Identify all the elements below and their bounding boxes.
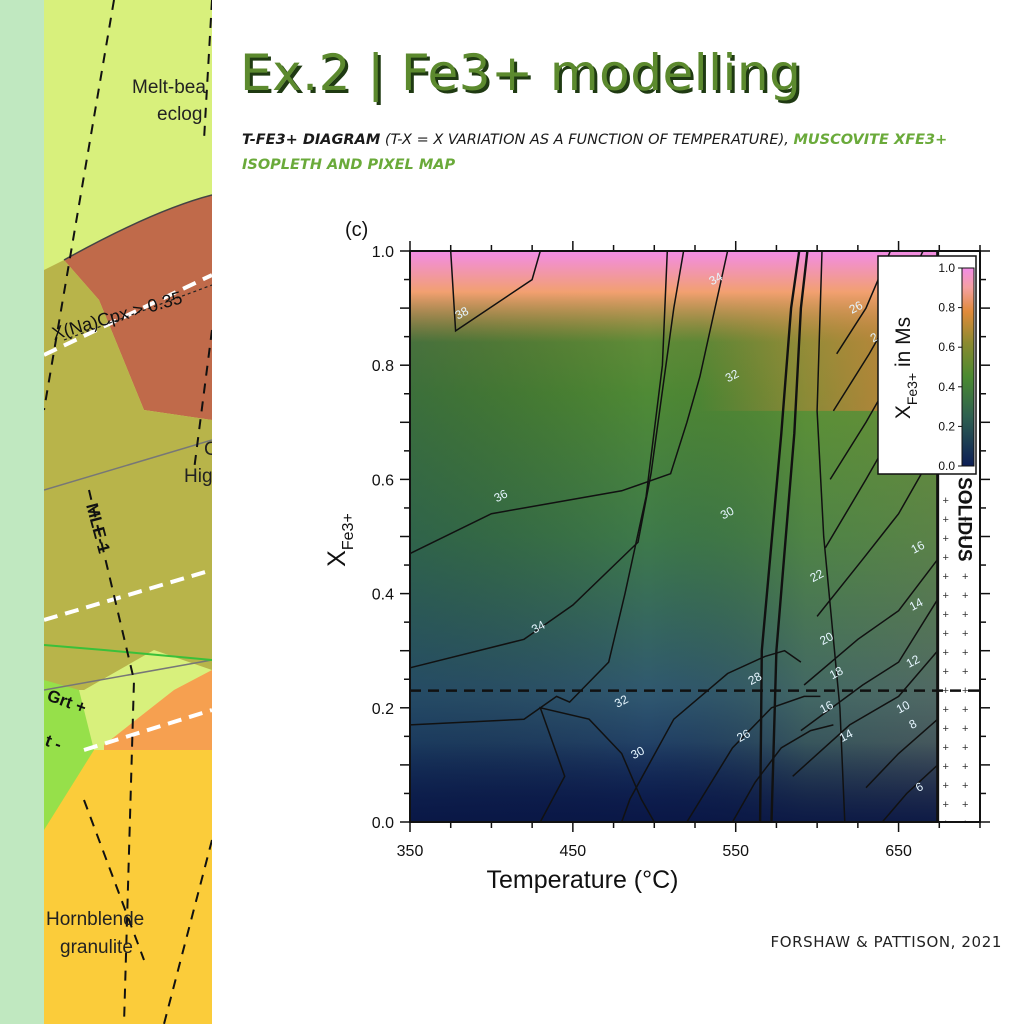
isopleth-label: 22 <box>808 566 827 585</box>
isopleth-line <box>881 764 939 823</box>
isopleth-label: 28 <box>746 669 765 688</box>
isopleth-label: 16 <box>909 538 928 557</box>
x-tick-label: 550 <box>722 843 749 860</box>
isopleth-label: 30 <box>718 503 737 522</box>
map-label-hig: Hig <box>184 466 212 487</box>
t-x-fe3-chart: + SOLIDUS 383634323034323028262624222018… <box>323 219 990 894</box>
isopleth-label: 32 <box>723 366 742 385</box>
melt-field-pattern <box>939 490 978 822</box>
y-tick-label: 0.4 <box>372 587 394 604</box>
colorbar-title-suffix: in Ms <box>892 317 915 373</box>
subtitle-description: (T-X = X VARIATION AS A FUNCTION OF TEMP… <box>380 132 794 148</box>
isopleth-label: 38 <box>453 304 472 323</box>
citation: FORSHAW & PATTISON, 2021 <box>770 933 1002 951</box>
colorbar-title-sub: Fe3+ <box>904 373 920 405</box>
colorbar-tick-label: 0.6 <box>938 340 955 354</box>
isopleth-line <box>539 706 655 823</box>
isopleth-line <box>409 250 669 726</box>
heatmap-low-fe3-band <box>410 742 938 822</box>
y-tick-label: 0.8 <box>372 358 394 375</box>
left-accent-strip <box>0 0 44 1024</box>
isopleth-label: 30 <box>628 743 647 762</box>
y-tick-label: 0.0 <box>372 815 394 832</box>
isopleth-label: 26 <box>847 298 866 317</box>
isopleth-label: 36 <box>492 486 511 505</box>
isopleth-line <box>792 650 939 777</box>
y-tick-label: 0.2 <box>372 701 394 718</box>
map-region-green <box>44 680 94 830</box>
colorbar-gradient <box>961 267 975 467</box>
colorbar-title: XFe3+ in Ms <box>892 317 920 419</box>
heatmap-high-fe3-band <box>410 251 938 343</box>
map-label-melt: Melt-bea <box>132 77 206 98</box>
panel-label: (c) <box>345 219 368 241</box>
y-tick-label: 1.0 <box>372 244 394 261</box>
slide-subtitle: T-FE3+ DIAGRAM (T-X = X VARIATION AS A F… <box>242 128 1012 178</box>
map-region-brown <box>64 195 212 420</box>
subtitle-diagram-type: T-FE3+ DIAGRAM <box>242 132 381 148</box>
map-label-hornblende: Hornblende <box>46 909 144 930</box>
isopleth-label: 32 <box>612 692 631 711</box>
isopleth-line <box>449 250 542 333</box>
isopleth-label: 16 <box>817 698 836 717</box>
x-axis-label: Temperature (°C) <box>487 866 679 894</box>
isopleth-label: 34 <box>529 618 548 637</box>
y-axis-label-main: X <box>323 550 351 567</box>
isopleth-line <box>816 250 846 823</box>
colorbar-tick-label: 0.0 <box>938 459 955 473</box>
isopleth-line <box>803 558 939 686</box>
isopleth-line <box>816 444 939 617</box>
isopleth-line <box>731 724 834 823</box>
map-label-eclog: eclog <box>157 104 202 125</box>
map-label-c: C <box>204 439 212 460</box>
colorbar-tick-label: 1.0 <box>938 261 955 275</box>
map-region-orange <box>104 670 212 750</box>
map-label-t: t - <box>44 731 64 754</box>
subtitle-highlight: MUSCOVITE XFE3+ ISOPLETH AND PIXEL MAP <box>242 132 948 173</box>
isopleth-label: 18 <box>827 663 846 682</box>
isopleth-label: 34 <box>707 269 726 288</box>
isopleth-line <box>409 250 729 555</box>
x-tick-label: 350 <box>397 843 424 860</box>
colorbar-tick-label: 0.4 <box>938 380 955 394</box>
y-axis-label-sub: Fe3+ <box>340 513 357 550</box>
isopleth-line <box>865 718 939 789</box>
isopleth-line <box>686 695 821 823</box>
isopleth-label: 26 <box>734 726 753 745</box>
isopleth-label: 14 <box>837 726 856 745</box>
colorbar-tick-label: 0.8 <box>938 301 955 315</box>
slide-title: Ex.2 | Fe3+ modelling <box>240 44 802 102</box>
isopleth-label: 14 <box>907 595 926 614</box>
x-tick-label: 450 <box>560 843 587 860</box>
x-tick-label: 650 <box>885 843 912 860</box>
y-tick-label: 0.6 <box>372 472 394 489</box>
isopleth-line <box>620 649 802 823</box>
map-region-olive <box>44 260 212 690</box>
solidus-label: SOLIDUS <box>954 477 975 561</box>
colorbar-tick-label: 0.2 <box>938 419 955 433</box>
colorbar-title-main: X <box>892 405 915 419</box>
map-label-granulite: granulite <box>60 937 133 958</box>
isopleth-line <box>770 250 809 823</box>
background-phase-diagram: Melt-bea eclog X(Na)Cpx > 0.35 MLE-1 C H… <box>44 0 212 1024</box>
isopleth-label: 12 <box>904 652 923 671</box>
y-axis-label: XFe3+ <box>323 513 357 567</box>
isopleth-line <box>409 250 685 669</box>
isopleth-label: 10 <box>894 698 913 717</box>
colorbar-box <box>877 255 977 475</box>
isopleth-line <box>800 598 939 732</box>
isopleth-line <box>758 250 801 823</box>
isopleth-label: 20 <box>817 629 836 648</box>
